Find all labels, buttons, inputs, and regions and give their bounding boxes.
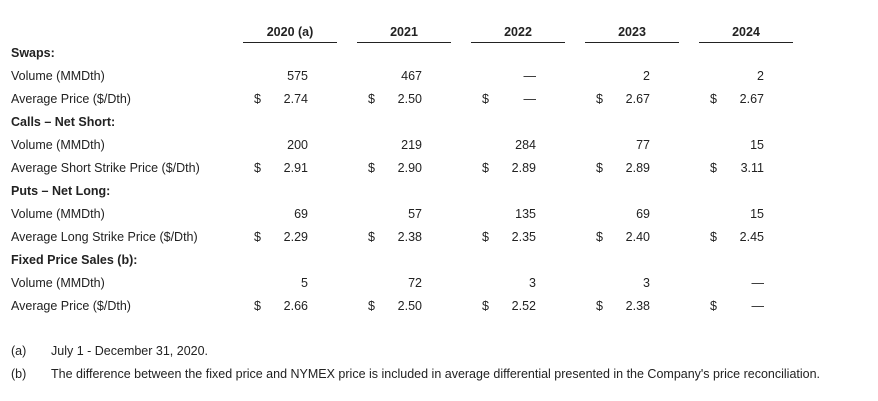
cell-value: — bbox=[751, 299, 765, 313]
section-header-row: Swaps: bbox=[0, 42, 878, 65]
dollar-sign: $ bbox=[254, 230, 261, 244]
section-label: Calls – Net Short: bbox=[11, 115, 116, 129]
dollar-sign: $ bbox=[368, 161, 375, 175]
dollar-sign: $ bbox=[596, 230, 603, 244]
table-row: Volume (MMDth) 200 219 284 77 15 bbox=[0, 134, 878, 157]
dollar-sign: $ bbox=[368, 230, 375, 244]
column-header: 2021 bbox=[357, 22, 451, 43]
cell-value: 15 bbox=[750, 138, 764, 152]
row-label: Volume (MMDth) bbox=[11, 69, 105, 83]
cell-value: 575 bbox=[287, 69, 308, 83]
row-label: Average Price ($/Dth) bbox=[11, 299, 131, 313]
footnote-mark: (b) bbox=[11, 367, 27, 381]
dollar-sign: $ bbox=[368, 92, 375, 106]
cell-value: — bbox=[523, 92, 537, 106]
cell-value: 2.91 bbox=[283, 161, 308, 175]
dollar-sign: $ bbox=[596, 161, 603, 175]
cell-value: 3.11 bbox=[740, 161, 764, 175]
table-row: Average Long Strike Price ($/Dth) $2.29 $2… bbox=[0, 226, 878, 249]
footnote-text: July 1 - December 31, 2020. bbox=[51, 344, 209, 358]
cell-value: 2.45 bbox=[739, 230, 764, 244]
table-row: Average Price ($/Dth) $2.74 $2.50 $ — $2.67 $2… bbox=[0, 88, 878, 111]
cell-value: 2.90 bbox=[397, 161, 422, 175]
cell-value: — bbox=[751, 276, 765, 290]
cell-value: 2.38 bbox=[397, 230, 422, 244]
cell-value: 467 bbox=[401, 69, 422, 83]
cell-value: 200 bbox=[287, 138, 308, 152]
column-header: 2022 bbox=[471, 22, 565, 43]
cell-value: 2.67 bbox=[739, 92, 764, 106]
cell-value: 69 bbox=[294, 207, 308, 221]
dollar-sign: $ bbox=[254, 92, 261, 106]
footnote: (b) The difference between the fixed pric… bbox=[0, 364, 878, 384]
cell-value: 5 bbox=[301, 276, 308, 290]
section-header-row: Calls – Net Short: bbox=[0, 111, 878, 134]
cell-value: 219 bbox=[401, 138, 422, 152]
table-row: Volume (MMDth) 69 57 135 69 15 bbox=[0, 203, 878, 226]
cell-value: 2 bbox=[757, 69, 764, 83]
cell-value: 2.40 bbox=[625, 230, 650, 244]
dollar-sign: $ bbox=[596, 299, 603, 313]
dollar-sign: $ bbox=[710, 230, 717, 244]
cell-value: 2.74 bbox=[283, 92, 308, 106]
row-label: Volume (MMDth) bbox=[11, 207, 105, 221]
cell-value: 72 bbox=[408, 276, 422, 290]
cell-value: — bbox=[523, 69, 537, 83]
cell-value: 2.38 bbox=[625, 299, 650, 313]
cell-value: 2.66 bbox=[283, 299, 308, 313]
cell-value: 2.52 bbox=[511, 299, 536, 313]
section-header-row: Fixed Price Sales (b): bbox=[0, 249, 878, 272]
column-header: 2024 bbox=[699, 22, 793, 43]
dollar-sign: $ bbox=[254, 161, 261, 175]
table-row: Average Price ($/Dth) $2.66 $2.50 $2.52 $2.3… bbox=[0, 295, 878, 318]
cell-value: 77 bbox=[636, 138, 650, 152]
section-header-row: Puts – Net Long: bbox=[0, 180, 878, 203]
dollar-sign: $ bbox=[482, 299, 489, 313]
cell-value: 15 bbox=[750, 207, 764, 221]
table-row: Volume (MMDth) 5 72 3 3 — bbox=[0, 272, 878, 295]
dollar-sign: $ bbox=[368, 299, 375, 313]
cell-value: 135 bbox=[515, 207, 536, 221]
cell-value: 2.29 bbox=[283, 230, 308, 244]
cell-value: 69 bbox=[636, 207, 650, 221]
row-label: Volume (MMDth) bbox=[11, 138, 105, 152]
dollar-sign: $ bbox=[710, 299, 717, 313]
section-label: Fixed Price Sales (b): bbox=[11, 253, 138, 267]
row-label: Volume (MMDth) bbox=[11, 276, 105, 290]
dollar-sign: $ bbox=[254, 299, 261, 313]
cell-value: 2.89 bbox=[511, 161, 536, 175]
cell-value: 3 bbox=[643, 276, 650, 290]
section-label: Puts – Net Long: bbox=[11, 184, 111, 198]
row-label: Average Long Strike Price ($/Dth) bbox=[11, 230, 198, 244]
row-label: Average Price ($/Dth) bbox=[11, 92, 131, 106]
footnote: (a) July 1 - December 31, 2020. bbox=[0, 341, 878, 361]
table-row: Volume (MMDth) 575 467 — 2 2 bbox=[0, 65, 878, 88]
cell-value: 2.35 bbox=[511, 230, 536, 244]
cell-value: 2 bbox=[643, 69, 650, 83]
dollar-sign: $ bbox=[482, 92, 489, 106]
cell-value: 2.50 bbox=[397, 92, 422, 106]
cell-value: 57 bbox=[408, 207, 422, 221]
dollar-sign: $ bbox=[596, 92, 603, 106]
footnote-text: The difference between the fixed price a… bbox=[51, 367, 821, 381]
cell-value: 3 bbox=[529, 276, 536, 290]
footnote-mark: (a) bbox=[11, 344, 27, 358]
cell-value: 284 bbox=[515, 138, 536, 152]
column-header: 2020 (a) bbox=[243, 22, 337, 43]
row-label: Average Short Strike Price ($/Dth) bbox=[11, 161, 200, 175]
cell-value: 2.50 bbox=[397, 299, 422, 313]
table-row: Average Short Strike Price ($/Dth) $2.91 $… bbox=[0, 157, 878, 180]
cell-value: 2.89 bbox=[625, 161, 650, 175]
dollar-sign: $ bbox=[482, 230, 489, 244]
dollar-sign: $ bbox=[482, 161, 489, 175]
cell-value: 2.67 bbox=[625, 92, 650, 106]
column-header: 2023 bbox=[585, 22, 679, 43]
dollar-sign: $ bbox=[710, 161, 717, 175]
section-label: Swaps: bbox=[11, 46, 55, 60]
dollar-sign: $ bbox=[710, 92, 717, 106]
